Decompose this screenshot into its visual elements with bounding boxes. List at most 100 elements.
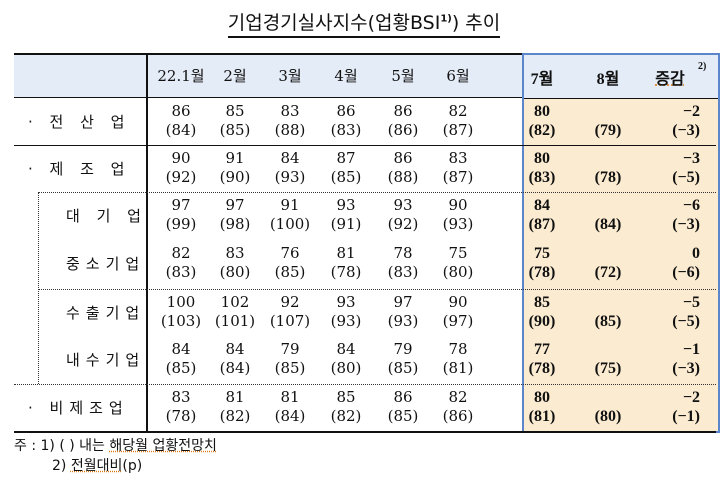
value-cell: 82: [171, 244, 191, 262]
note-1-prefix: 주 : 1) ( ) 내는: [14, 438, 110, 454]
forecast-cell: (86): [387, 121, 419, 139]
value-cell: 91: [280, 196, 300, 214]
forecast-cell: (87): [442, 168, 474, 186]
aug-forecast: (72): [594, 264, 622, 281]
row-label: · 제 조 업: [28, 160, 131, 178]
row-label: · 비제조업: [28, 399, 129, 417]
change-value: 0: [692, 245, 700, 262]
value-cell: 97: [171, 196, 191, 214]
forecast-cell: (99): [165, 215, 197, 233]
forecast-cell: (103): [160, 312, 202, 330]
forecast-cell: (85): [274, 359, 306, 377]
change-forecast: (−5): [672, 313, 700, 330]
header-col-3: 4월: [334, 67, 358, 85]
header-col-1: 2월: [223, 67, 247, 85]
jul-forecast: (78): [528, 360, 556, 377]
value-cell: 86: [171, 102, 191, 120]
value-cell: 85: [336, 388, 356, 406]
value-cell: 84: [171, 340, 191, 358]
note-1-text: 해당월 업황전망치: [109, 438, 217, 454]
value-cell: 76: [280, 244, 300, 262]
forecast-cell: (90): [219, 168, 251, 186]
value-cell: 83: [225, 244, 245, 262]
jul-forecast: (87): [528, 216, 556, 233]
column-divider: [146, 53, 148, 433]
aug-forecast: (80): [594, 408, 622, 425]
forecast-cell: (92): [387, 215, 419, 233]
forecast-cell: (93): [387, 312, 419, 330]
value-cell: 75: [448, 244, 468, 262]
value-cell: 90: [171, 149, 191, 167]
note-2-text: 전월대비: [70, 458, 123, 474]
value-cell: 100: [166, 293, 196, 311]
value-cell: 90: [448, 293, 468, 311]
forecast-cell: (84): [274, 407, 306, 425]
aug-forecast: (85): [594, 313, 622, 330]
value-cell: 93: [336, 293, 356, 311]
jul-value: 80: [534, 389, 550, 406]
title-footnote: 1): [440, 13, 452, 25]
jul-forecast: (90): [528, 313, 556, 330]
row-separator-dotted: [14, 384, 716, 385]
table-title: 기업경기실사지수(업황BSI1)) 추이: [0, 8, 728, 38]
value-cell: 97: [393, 293, 413, 311]
header-col-2: 3월: [278, 67, 302, 85]
row-label: · 전 산 업: [28, 113, 131, 131]
change-value: −2: [682, 103, 700, 120]
value-cell: 102: [220, 293, 250, 311]
forecast-cell: (78): [330, 263, 362, 281]
forecast-cell: (101): [214, 312, 256, 330]
aug-forecast: (84): [594, 216, 622, 233]
header-col-7: 8월: [596, 71, 620, 88]
value-cell: 86: [336, 102, 356, 120]
footnotes: 주 : 1) ( ) 내는 해당월 업황전망치 2) 전월대비(p): [14, 436, 217, 476]
note-2-suffix: (p): [122, 458, 143, 474]
forecast-cell: (82): [219, 407, 251, 425]
forecast-cell: (85): [219, 121, 251, 139]
forecast-cell: (86): [442, 407, 474, 425]
forecast-cell: (93): [274, 168, 306, 186]
value-cell: 87: [336, 149, 356, 167]
forecast-cell: (84): [219, 359, 251, 377]
forecast-cell: (88): [387, 168, 419, 186]
aug-forecast: (79): [594, 122, 622, 139]
change-forecast: (−3): [672, 216, 700, 233]
jul-forecast: (83): [528, 169, 556, 186]
jul-value: 84: [534, 197, 550, 214]
row-separator-dotted: [38, 289, 716, 290]
header-col-5: 6월: [446, 67, 470, 85]
value-cell: 90: [448, 196, 468, 214]
header-col-6: 7월: [530, 71, 554, 88]
forecast-cell: (88): [274, 121, 306, 139]
forecast-cell: (85): [387, 407, 419, 425]
note-2-prefix: 2): [52, 458, 71, 474]
row-label: 중소기업: [66, 255, 146, 273]
title-tail: ) 추이: [451, 12, 501, 34]
change-footnote: 2): [698, 61, 707, 72]
value-cell: 84: [225, 340, 245, 358]
forecast-cell: (81): [442, 359, 474, 377]
change-forecast: (−6): [672, 264, 700, 281]
value-cell: 84: [280, 149, 300, 167]
forecast-cell: (84): [165, 121, 197, 139]
forecast-cell: (93): [330, 312, 362, 330]
change-value: −1: [682, 341, 700, 358]
forecast-cell: (83): [387, 263, 419, 281]
jul-forecast: (82): [528, 122, 556, 139]
value-cell: 86: [393, 149, 413, 167]
forecast-cell: (85): [165, 359, 197, 377]
value-cell: 92: [280, 293, 300, 311]
value-cell: 97: [225, 196, 245, 214]
jul-forecast: (81): [528, 408, 556, 425]
value-cell: 83: [448, 149, 468, 167]
row-separator: [14, 145, 716, 146]
forecast-cell: (97): [442, 312, 474, 330]
change-value: −5: [682, 294, 700, 311]
forecast-cell: (85): [387, 359, 419, 377]
title-text: 기업경기실사지수(업황BSI: [227, 12, 441, 34]
change-value: −2: [682, 389, 700, 406]
highlight-block: [522, 53, 720, 433]
value-cell: 78: [448, 340, 468, 358]
change-value: −3: [682, 150, 700, 167]
value-cell: 82: [448, 102, 468, 120]
